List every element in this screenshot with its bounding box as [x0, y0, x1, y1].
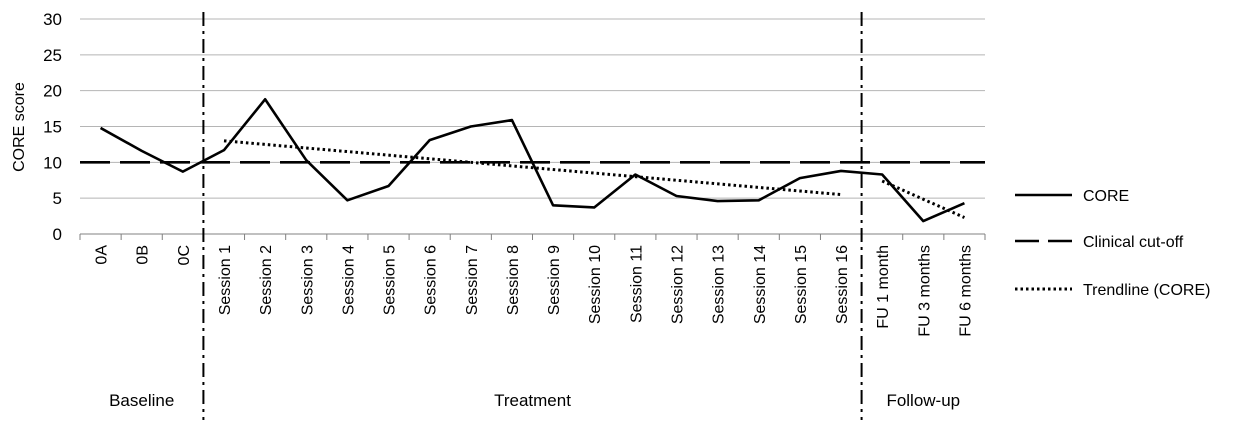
x-tick-label: Session 8: [505, 245, 522, 315]
legend: CORE Clinical cut-off Trendline (CORE): [1015, 188, 1210, 299]
x-tick-label: 0B: [135, 245, 152, 265]
x-tick-label: Session 16: [834, 245, 851, 324]
x-tick-label: FU 1 month: [875, 245, 892, 329]
gridlines: [80, 18, 985, 235]
core-series-line: [99, 97, 965, 223]
x-tick-label: Session 3: [299, 245, 316, 315]
y-tick-label: 25: [43, 46, 62, 65]
y-tick-label: 20: [43, 82, 62, 101]
x-tick-label: FU 6 months: [957, 245, 974, 337]
y-tick-label: 30: [43, 10, 62, 29]
x-tick-label: 0C: [176, 245, 193, 265]
x-tick-label: Session 5: [382, 245, 399, 315]
x-tick-label: Session 10: [587, 245, 604, 324]
x-tick-label: Session 15: [793, 245, 810, 324]
phase-dividers: [202, 12, 863, 420]
x-tick-label: Session 1: [217, 245, 234, 315]
phase-label-treatment: Treatment: [494, 391, 571, 410]
y-tick-label: 0: [53, 225, 62, 244]
series-lines: [80, 97, 985, 223]
x-tick-label: Session 11: [628, 245, 645, 323]
legend-label: Trendline (CORE): [1083, 282, 1210, 299]
phase-labels: Baseline Treatment Follow-up: [109, 391, 960, 410]
x-tick-label: Session 9: [546, 245, 563, 315]
legend-label: Clinical cut-off: [1083, 234, 1184, 251]
y-axis-ticks: 0 5 10 15 20 25 30: [43, 10, 62, 244]
x-tick-label: Session 13: [711, 245, 728, 324]
phase-label-follow-up: Follow-up: [886, 391, 960, 410]
x-axis: 0A 0B 0C Session 1 Session 2 Session 3 Session…: [79, 233, 986, 337]
y-tick-label: 10: [43, 153, 62, 172]
x-tick-label: Session 12: [669, 245, 686, 324]
y-tick-label: 15: [43, 118, 62, 137]
y-tick-label: 5: [53, 189, 62, 208]
x-tick-label: FU 3 months: [916, 245, 933, 337]
x-tick-label: Session 7: [464, 245, 481, 315]
x-tick-label: 0A: [94, 245, 111, 265]
trendline-segment: [223, 139, 842, 197]
phase-label-baseline: Baseline: [109, 391, 174, 410]
x-tick-label: Session 14: [752, 245, 769, 324]
x-tick-label: Session 2: [258, 245, 275, 315]
y-axis-title: CORE score: [11, 82, 28, 172]
x-tick-label: Session 6: [423, 245, 440, 315]
x-tick-label: Session 4: [340, 245, 357, 315]
legend-label: CORE: [1083, 188, 1129, 205]
trendline-segment: [881, 179, 966, 219]
